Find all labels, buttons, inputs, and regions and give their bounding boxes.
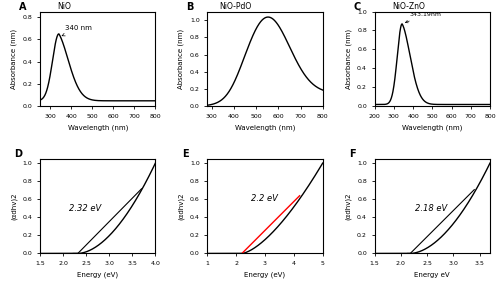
Y-axis label: Absorbance (nm): Absorbance (nm)	[345, 29, 352, 89]
Text: D: D	[14, 149, 22, 159]
X-axis label: Wavelength (nm): Wavelength (nm)	[235, 125, 295, 131]
Text: NiO-PdO: NiO-PdO	[219, 2, 251, 11]
Text: F: F	[349, 149, 356, 159]
Text: 2.18 eV: 2.18 eV	[415, 204, 447, 213]
X-axis label: Energy (eV): Energy (eV)	[244, 272, 286, 278]
Y-axis label: (αdhv)2: (αdhv)2	[345, 192, 352, 220]
Y-axis label: (αdhv)2: (αdhv)2	[178, 192, 184, 220]
Y-axis label: Absorbance (nm): Absorbance (nm)	[10, 29, 17, 89]
Text: 2.32 eV: 2.32 eV	[69, 204, 101, 213]
Y-axis label: (αdhv)2: (αdhv)2	[10, 192, 17, 220]
Text: E: E	[182, 149, 188, 159]
X-axis label: Energy eV: Energy eV	[414, 272, 450, 278]
Text: 343.19nm: 343.19nm	[406, 12, 441, 23]
Y-axis label: Absorbance (nm): Absorbance (nm)	[178, 29, 184, 89]
Text: 340 nm: 340 nm	[62, 26, 92, 36]
X-axis label: Energy (eV): Energy (eV)	[77, 272, 118, 278]
X-axis label: Wavelength (nm): Wavelength (nm)	[68, 125, 128, 131]
Text: NiO-ZnO: NiO-ZnO	[392, 2, 425, 11]
X-axis label: Wavelength (nm): Wavelength (nm)	[402, 125, 462, 131]
Text: NiO: NiO	[58, 2, 71, 11]
Text: B: B	[186, 2, 194, 12]
Text: A: A	[19, 2, 26, 12]
Text: C: C	[354, 2, 361, 12]
Text: 2.2 eV: 2.2 eV	[251, 194, 278, 203]
